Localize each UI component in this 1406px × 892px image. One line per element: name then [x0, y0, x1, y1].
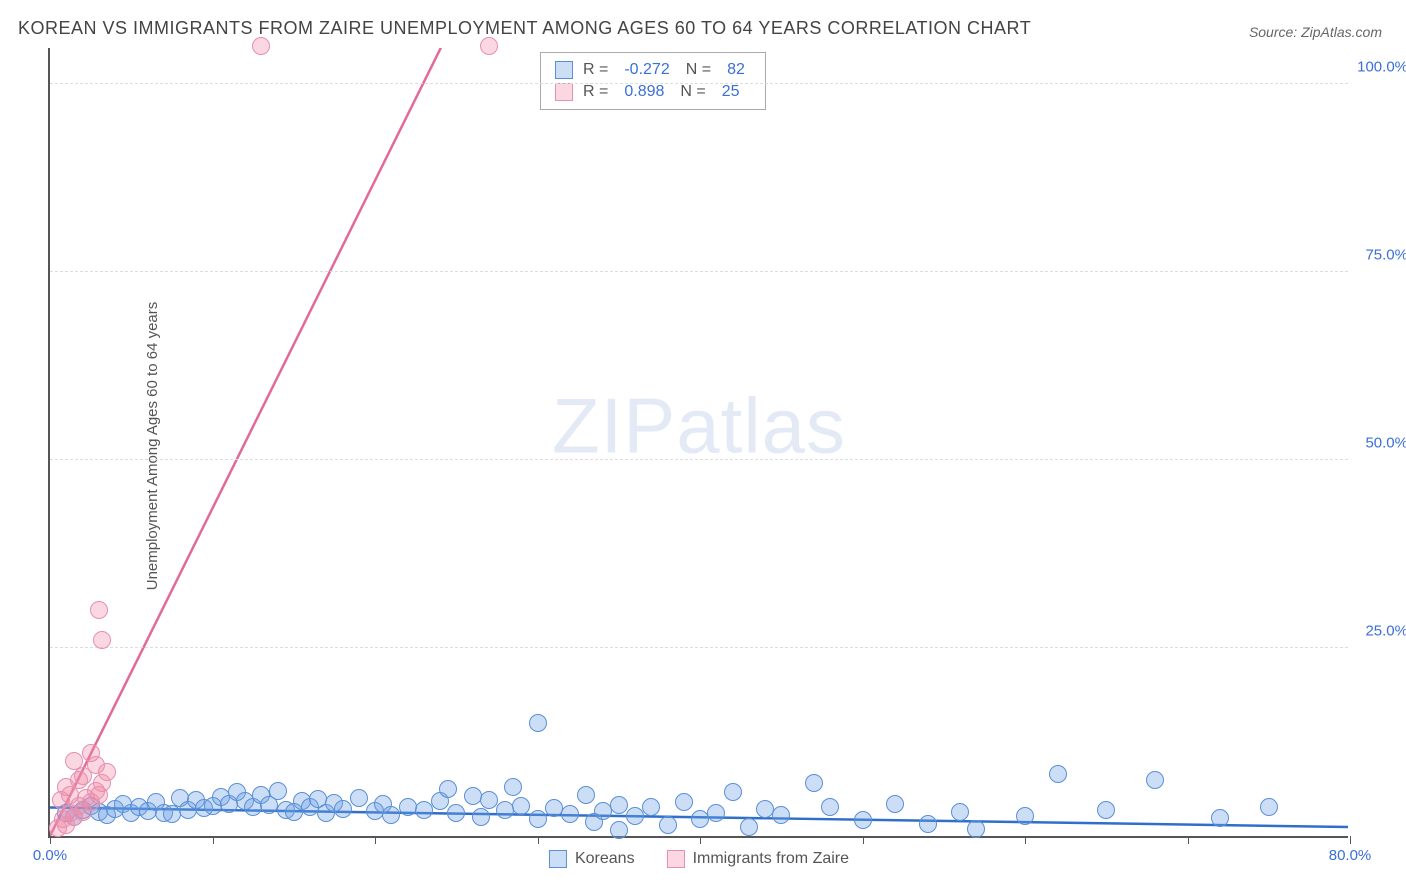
data-point: [350, 789, 368, 807]
plot-area: ZIPatlas R = -0.272 N = 82 R = 0.898 N =…: [48, 48, 1348, 838]
y-tick-label: 75.0%: [1365, 246, 1406, 263]
data-point: [724, 783, 742, 801]
legend-item-zaire: Immigrants from Zaire: [667, 850, 849, 868]
data-point: [1016, 807, 1034, 825]
data-point: [610, 796, 628, 814]
data-point: [334, 800, 352, 818]
x-tick-label: 80.0%: [1329, 847, 1372, 864]
gridline: [50, 647, 1348, 648]
x-tick: [700, 836, 701, 844]
y-tick-label: 100.0%: [1357, 58, 1406, 75]
gridline: [50, 83, 1348, 84]
trend-line: [50, 48, 456, 836]
legend-item-koreans: Koreans: [549, 850, 635, 868]
data-point: [464, 787, 482, 805]
data-point: [626, 807, 644, 825]
chart-title: KOREAN VS IMMIGRANTS FROM ZAIRE UNEMPLOY…: [18, 18, 1031, 39]
y-tick-label: 50.0%: [1365, 434, 1406, 451]
data-point: [1097, 801, 1115, 819]
data-point: [1260, 798, 1278, 816]
data-point: [659, 816, 677, 834]
data-point: [886, 795, 904, 813]
data-point: [163, 805, 181, 823]
y-tick-label: 25.0%: [1365, 622, 1406, 639]
x-tick: [1350, 836, 1351, 844]
data-point: [90, 601, 108, 619]
gridline: [50, 459, 1348, 460]
swatch-koreans-icon: [549, 850, 567, 868]
data-point: [447, 804, 465, 822]
data-point: [561, 805, 579, 823]
gridline: [50, 271, 1348, 272]
data-point: [82, 744, 100, 762]
data-point: [269, 782, 287, 800]
x-tick: [375, 836, 376, 844]
data-point: [967, 820, 985, 838]
x-tick: [1188, 836, 1189, 844]
x-tick: [213, 836, 214, 844]
data-point: [821, 798, 839, 816]
swatch-koreans: [555, 61, 573, 79]
data-point: [675, 793, 693, 811]
data-point: [382, 806, 400, 824]
data-point: [439, 780, 457, 798]
data-point: [919, 815, 937, 833]
data-point: [740, 818, 758, 836]
data-point: [805, 774, 823, 792]
x-tick: [538, 836, 539, 844]
correlation-legend: R = -0.272 N = 82 R = 0.898 N = 25: [540, 52, 766, 110]
data-point: [854, 811, 872, 829]
data-point: [610, 821, 628, 839]
data-point: [93, 631, 111, 649]
data-point: [577, 786, 595, 804]
data-point: [772, 806, 790, 824]
data-point: [1146, 771, 1164, 789]
source-attribution: Source: ZipAtlas.com: [1249, 24, 1382, 40]
swatch-zaire-icon: [667, 850, 685, 868]
trend-lines-layer: [50, 48, 1348, 836]
x-tick: [863, 836, 864, 844]
data-point: [252, 37, 270, 55]
x-tick: [50, 836, 51, 844]
data-point: [707, 804, 725, 822]
x-tick-label: 0.0%: [33, 847, 67, 864]
legend-row-zaire: R = 0.898 N = 25: [555, 81, 751, 103]
data-point: [1211, 809, 1229, 827]
data-point: [480, 791, 498, 809]
legend-row-koreans: R = -0.272 N = 82: [555, 59, 751, 81]
data-point: [529, 810, 547, 828]
data-point: [415, 801, 433, 819]
x-tick: [1025, 836, 1026, 844]
data-point: [642, 798, 660, 816]
swatch-zaire: [555, 83, 573, 101]
data-point: [399, 798, 417, 816]
data-point: [472, 808, 490, 826]
data-point: [1049, 765, 1067, 783]
data-point: [480, 37, 498, 55]
data-point: [61, 786, 79, 804]
series-legend: Koreans Immigrants from Zaire: [549, 850, 849, 868]
data-point: [951, 803, 969, 821]
data-point: [504, 778, 522, 796]
data-point: [512, 797, 530, 815]
data-point: [529, 714, 547, 732]
